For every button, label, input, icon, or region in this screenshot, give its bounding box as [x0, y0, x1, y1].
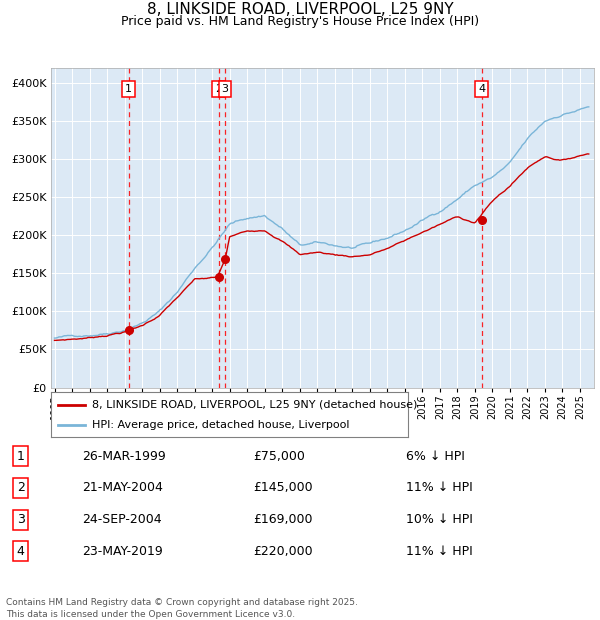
Text: 1: 1: [17, 450, 25, 463]
Text: 11% ↓ HPI: 11% ↓ HPI: [406, 481, 473, 494]
Text: 3: 3: [17, 513, 25, 526]
Text: 2: 2: [215, 84, 223, 94]
Text: 23-MAY-2019: 23-MAY-2019: [82, 545, 163, 558]
Text: 11% ↓ HPI: 11% ↓ HPI: [406, 545, 473, 558]
Text: 10% ↓ HPI: 10% ↓ HPI: [406, 513, 473, 526]
Text: 21-MAY-2004: 21-MAY-2004: [82, 481, 163, 494]
Text: Contains HM Land Registry data © Crown copyright and database right 2025.
This d: Contains HM Land Registry data © Crown c…: [6, 598, 358, 619]
Text: 24-SEP-2004: 24-SEP-2004: [82, 513, 162, 526]
Text: 4: 4: [17, 545, 25, 558]
Text: HPI: Average price, detached house, Liverpool: HPI: Average price, detached house, Live…: [92, 420, 350, 430]
Text: 8, LINKSIDE ROAD, LIVERPOOL, L25 9NY: 8, LINKSIDE ROAD, LIVERPOOL, L25 9NY: [146, 2, 454, 17]
Text: 8, LINKSIDE ROAD, LIVERPOOL, L25 9NY (detached house): 8, LINKSIDE ROAD, LIVERPOOL, L25 9NY (de…: [92, 399, 418, 410]
Text: £169,000: £169,000: [253, 513, 313, 526]
Text: £75,000: £75,000: [253, 450, 305, 463]
Text: 26-MAR-1999: 26-MAR-1999: [82, 450, 166, 463]
Text: 6% ↓ HPI: 6% ↓ HPI: [406, 450, 465, 463]
Text: £220,000: £220,000: [253, 545, 313, 558]
Text: Price paid vs. HM Land Registry's House Price Index (HPI): Price paid vs. HM Land Registry's House …: [121, 16, 479, 29]
Text: 3: 3: [221, 84, 229, 94]
Text: 1: 1: [125, 84, 132, 94]
Text: £145,000: £145,000: [253, 481, 313, 494]
Text: 2: 2: [17, 481, 25, 494]
Text: 4: 4: [478, 84, 485, 94]
